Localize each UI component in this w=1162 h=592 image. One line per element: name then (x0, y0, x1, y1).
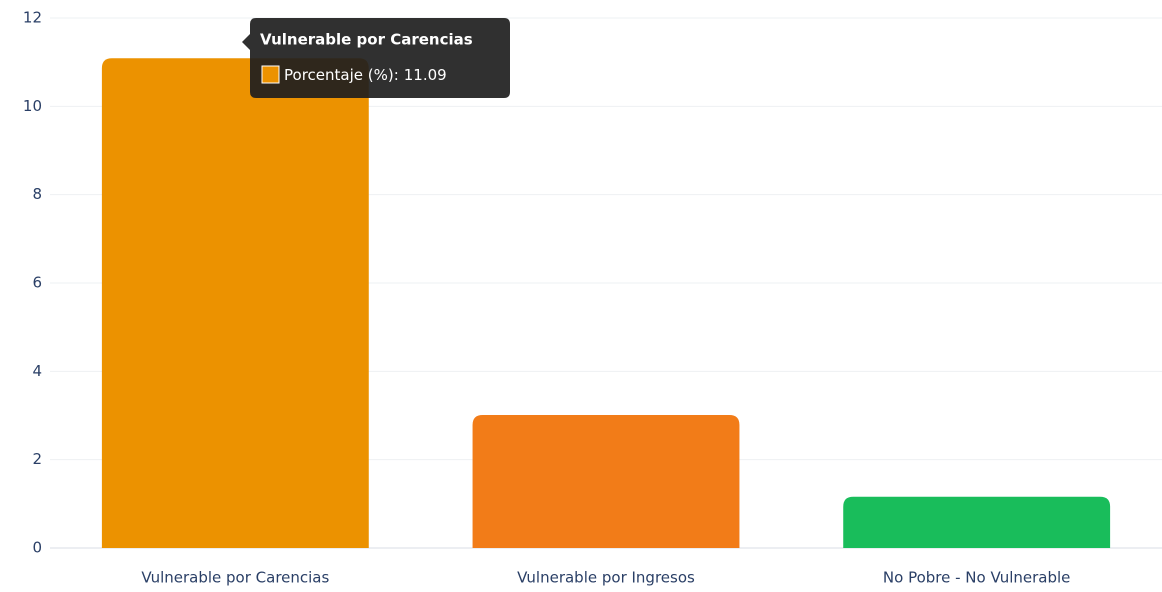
tooltip-line: Porcentaje (%): 11.09 (284, 66, 447, 84)
tooltip-title: Vulnerable por Carencias (260, 31, 473, 49)
x-tick-label: Vulnerable por Carencias (141, 569, 329, 587)
bar (843, 496, 1111, 548)
bar (472, 415, 740, 548)
x-tick-label: Vulnerable por Ingresos (517, 569, 695, 587)
y-tick-label: 4 (32, 362, 42, 380)
x-tick-label: No Pobre - No Vulnerable (883, 569, 1071, 587)
y-tick-label: 6 (32, 274, 42, 292)
bar (101, 58, 369, 549)
tooltip-box (242, 18, 510, 98)
tooltip-value: 11.09 (404, 66, 447, 84)
y-tick-label: 10 (23, 97, 42, 115)
y-tick-label: 2 (32, 450, 42, 468)
y-tick-label: 12 (23, 9, 42, 27)
tooltip-label: Porcentaje (%): (284, 66, 399, 84)
tooltip: Vulnerable por Carencias Porcentaje (%): 1… (242, 18, 510, 98)
tooltip-swatch (261, 65, 280, 84)
y-tick-label: 0 (32, 539, 42, 557)
y-tick-label: 8 (32, 185, 42, 203)
